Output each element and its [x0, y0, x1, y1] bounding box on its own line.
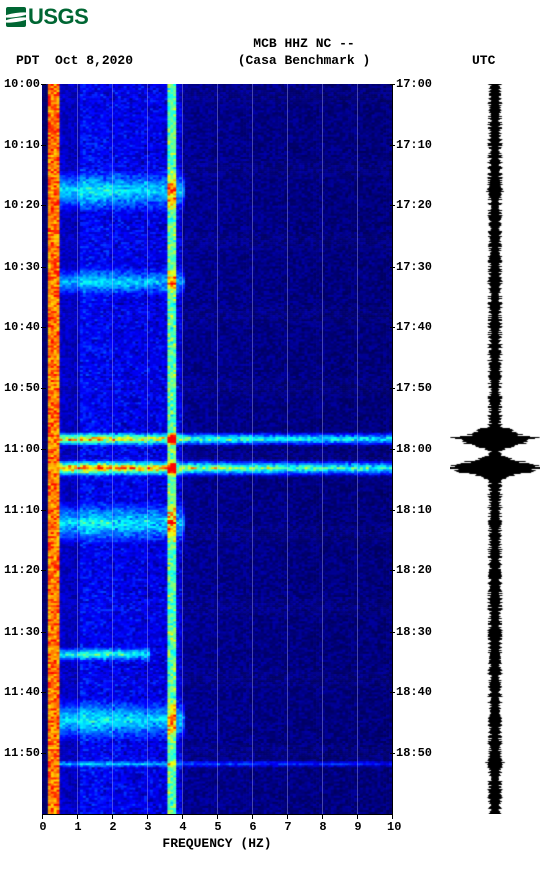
waveform-canvas: [450, 84, 540, 814]
ytick-left: 10:50: [2, 381, 40, 395]
xtick: 2: [107, 820, 119, 834]
xtick-mark: [252, 814, 253, 819]
x-axis-label: FREQUENCY (HZ): [42, 836, 392, 851]
xtick: 8: [317, 820, 329, 834]
xtick-mark: [112, 814, 113, 819]
xtick: 1: [72, 820, 84, 834]
xtick-mark: [287, 814, 288, 819]
ytick-right: 17:00: [396, 77, 441, 91]
xtick: 0: [37, 820, 49, 834]
ytick-left: 10:20: [2, 198, 40, 212]
ytick-right: 17:50: [396, 381, 441, 395]
spectrogram-canvas: [42, 84, 392, 814]
ytick-right: 17:20: [396, 198, 441, 212]
ytick-right: 18:50: [396, 746, 441, 760]
ytick-right: 17:10: [396, 138, 441, 152]
ytick-right: 18:20: [396, 563, 441, 577]
xtick: 7: [282, 820, 294, 834]
xtick-mark: [392, 814, 393, 819]
xtick-mark: [77, 814, 78, 819]
ytick-left: 10:00: [2, 77, 40, 91]
ytick-left: 10:30: [2, 260, 40, 274]
ytick-left: 11:00: [2, 442, 40, 456]
waveform-panel: [450, 84, 540, 814]
ytick-left: 11:30: [2, 625, 40, 639]
ytick-right: 17:30: [396, 260, 441, 274]
ytick-left: 10:10: [2, 138, 40, 152]
xtick-mark: [182, 814, 183, 819]
xtick: 5: [212, 820, 224, 834]
xtick: 4: [177, 820, 189, 834]
ytick-left: 11:50: [2, 746, 40, 760]
blank: [16, 36, 136, 51]
chart-header: MCB HHZ NC -- PDT Oct 8,2020 (Casa Bench…: [0, 36, 552, 68]
xtick-mark: [42, 814, 43, 819]
ytick-left: 11:40: [2, 685, 40, 699]
date: Oct 8,2020: [55, 53, 133, 68]
station-name: (Casa Benchmark ): [136, 53, 472, 68]
usgs-logo: USGS: [6, 4, 88, 30]
right-tz: UTC: [472, 53, 532, 68]
spectrogram-panel: [42, 84, 392, 814]
xtick: 3: [142, 820, 154, 834]
ytick-left: 11:10: [2, 503, 40, 517]
xtick-mark: [147, 814, 148, 819]
wave-icon: [6, 7, 26, 27]
blank2: [472, 36, 532, 51]
left-tz: PDT: [16, 53, 39, 68]
ytick-left: 11:20: [2, 563, 40, 577]
xtick-mark: [217, 814, 218, 819]
xtick: 9: [352, 820, 364, 834]
ytick-right: 18:10: [396, 503, 441, 517]
xtick-mark: [322, 814, 323, 819]
xtick: 6: [247, 820, 259, 834]
ytick-right: 18:40: [396, 685, 441, 699]
station-id: MCB HHZ NC --: [136, 36, 472, 51]
ytick-right: 17:40: [396, 320, 441, 334]
xtick: 10: [387, 820, 399, 834]
ytick-right: 18:30: [396, 625, 441, 639]
left-tz-date: PDT Oct 8,2020: [16, 53, 136, 68]
ytick-right: 18:00: [396, 442, 441, 456]
ytick-left: 10:40: [2, 320, 40, 334]
xtick-mark: [357, 814, 358, 819]
logo-text: USGS: [28, 4, 88, 30]
